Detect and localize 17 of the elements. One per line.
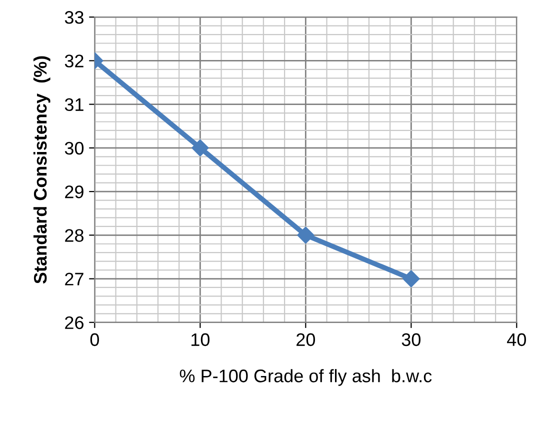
point	[402, 270, 420, 288]
point	[297, 226, 314, 244]
y-axis-title: Standard Consistency (%)	[33, 56, 50, 284]
x-tick-label: 10	[192, 333, 210, 346]
y-tick-label: 33	[64, 11, 84, 24]
y-tick-label: 27	[65, 272, 84, 286]
y-tick-label: 28	[65, 229, 84, 242]
x-tick-label: 20	[296, 333, 315, 346]
x-axis-title: % P-100 Grade of fly ash b.w.c	[180, 369, 432, 386]
y-tick-label: 32	[64, 54, 84, 68]
y-tick-label: 26	[65, 316, 84, 330]
y-tick-label: 30	[64, 142, 84, 155]
x-tick-label: 40	[507, 333, 526, 346]
y-tick-label: 29	[65, 185, 84, 198]
x-tick-label: 0	[90, 333, 99, 346]
x-tick-label: 30	[402, 333, 420, 346]
y-tick-label: 31	[64, 98, 84, 112]
